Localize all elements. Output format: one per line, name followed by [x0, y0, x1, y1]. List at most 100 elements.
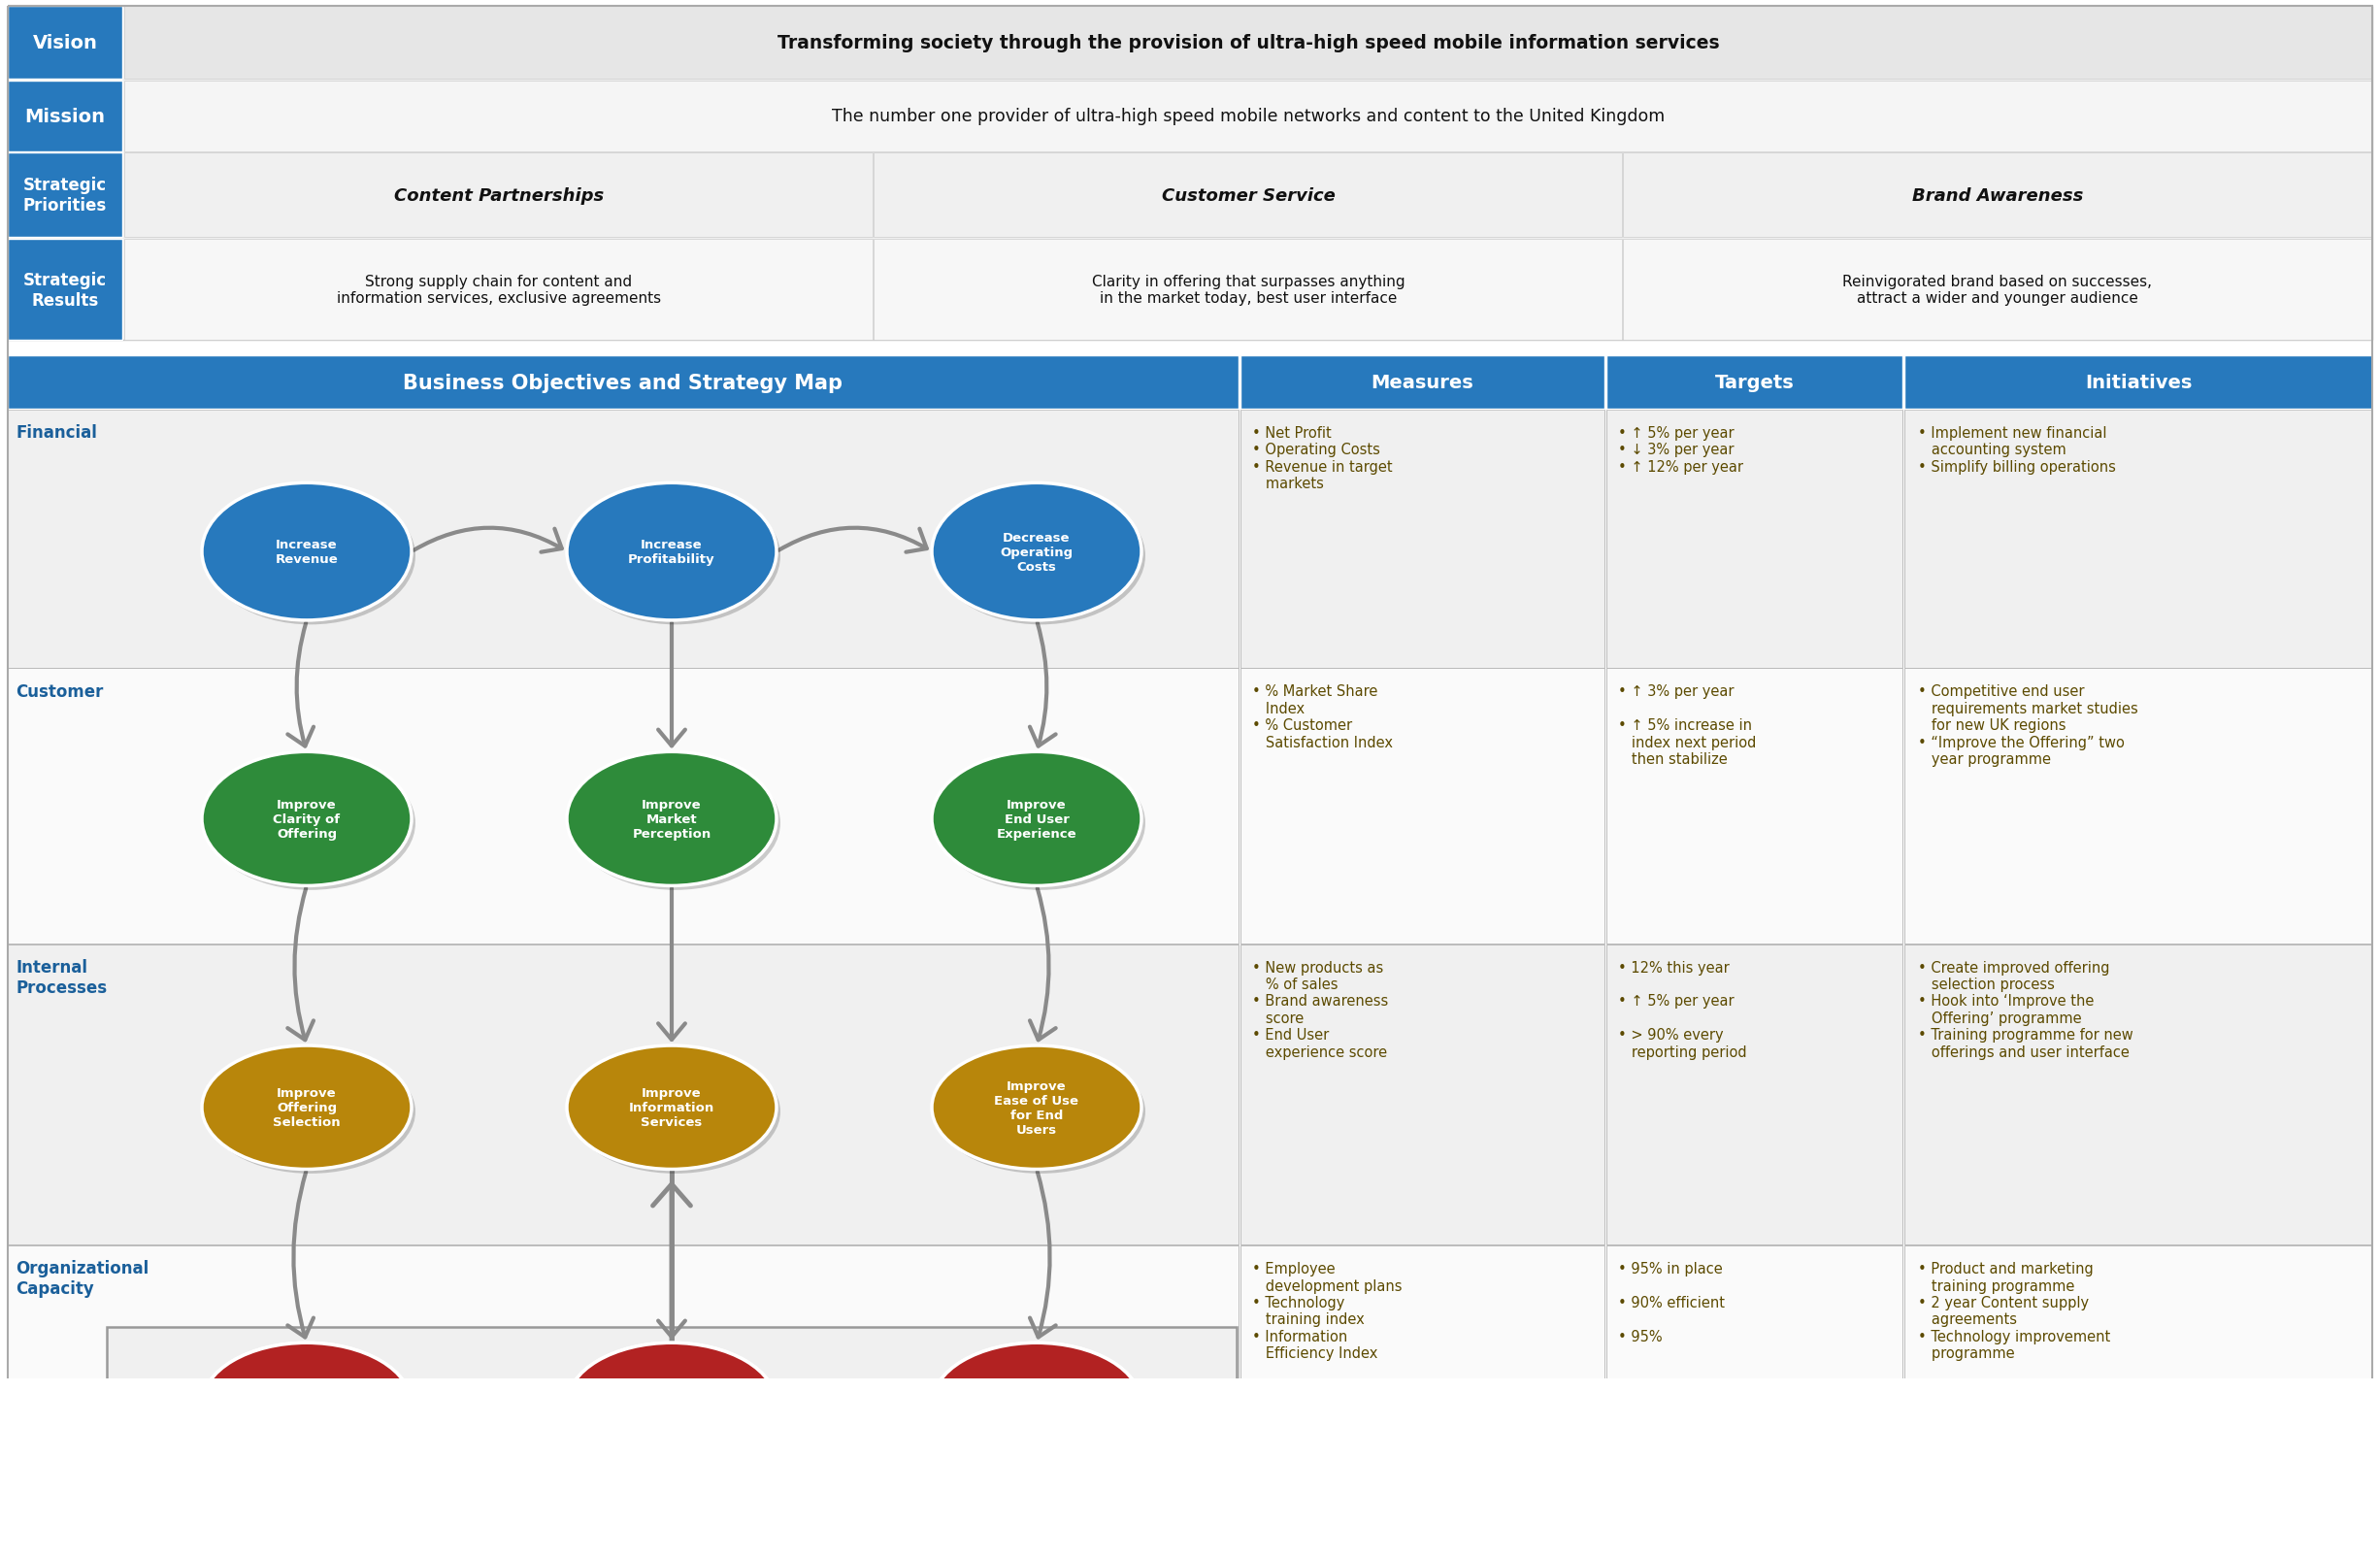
Ellipse shape [933, 483, 1142, 620]
Bar [124, 154, 873, 238]
Text: Mission: Mission [24, 108, 105, 126]
Text: • % Market Share
   Index
• % Customer
   Satisfaction Index: • % Market Share Index • % Customer Sati… [1252, 684, 1392, 749]
Ellipse shape [571, 488, 781, 625]
Ellipse shape [566, 483, 776, 620]
Text: Improve
Content
Supply: Improve Content Supply [643, 1384, 702, 1426]
Text: Increase
Profitability: Increase Profitability [628, 539, 714, 566]
Bar [7, 357, 1238, 410]
Bar [7, 6, 121, 79]
Ellipse shape [571, 1050, 781, 1173]
Text: Improve
End User
Experience: Improve End User Experience [997, 798, 1076, 840]
Ellipse shape [566, 753, 776, 887]
FancyArrowPatch shape [1031, 1172, 1057, 1337]
Ellipse shape [205, 1348, 416, 1471]
Ellipse shape [566, 1045, 776, 1170]
Bar [124, 240, 873, 341]
Text: Content Partnerships: Content Partnerships [395, 187, 605, 204]
Text: Measures: Measures [1371, 374, 1473, 393]
FancyArrowPatch shape [778, 528, 926, 553]
Ellipse shape [933, 1343, 1142, 1466]
Ellipse shape [205, 757, 416, 890]
Bar [1240, 357, 1604, 410]
Bar [1904, 668, 2373, 944]
Ellipse shape [566, 1343, 776, 1466]
Ellipse shape [202, 1045, 412, 1170]
Ellipse shape [571, 1348, 781, 1471]
Bar [1240, 668, 1604, 944]
Text: Internal
Processes: Internal Processes [17, 958, 107, 996]
Text: • Product and marketing
   training programme
• 2 year Content supply
   agreeme: • Product and marketing training program… [1918, 1262, 2111, 1360]
Text: Improve
Offering
Selection: Improve Offering Selection [274, 1087, 340, 1128]
Text: • Employee
   development plans
• Technology
   training index
• Information
   : • Employee development plans • Technolog… [1252, 1262, 1402, 1360]
Bar [124, 6, 2373, 79]
FancyArrowPatch shape [1031, 623, 1057, 746]
FancyArrowPatch shape [1031, 888, 1057, 1041]
Text: Improve
Knowledge
and Skills: Improve Knowledge and Skills [267, 1384, 347, 1426]
Ellipse shape [935, 1348, 1145, 1471]
Text: • ↑ 3% per year

• ↑ 5% increase in
   index next period
   then stabilize: • ↑ 3% per year • ↑ 5% increase in index… [1618, 684, 1756, 767]
Bar [1623, 240, 2370, 341]
Bar [1607, 1246, 1902, 1538]
Text: Targets: Targets [1714, 374, 1795, 393]
FancyArrowPatch shape [288, 623, 314, 746]
Text: Improve
Ease of Use
for End
Users: Improve Ease of Use for End Users [995, 1080, 1078, 1136]
Ellipse shape [566, 1343, 776, 1466]
FancyArrowPatch shape [414, 528, 562, 553]
Ellipse shape [933, 1045, 1142, 1170]
FancyArrowPatch shape [659, 888, 685, 1039]
Text: Decrease
Operating
Costs: Decrease Operating Costs [1000, 531, 1073, 573]
Ellipse shape [202, 753, 412, 887]
Bar [1607, 944, 1902, 1245]
Ellipse shape [205, 1050, 416, 1173]
Text: Reinvigorated brand based on successes,
attract a wider and younger audience: Reinvigorated brand based on successes, … [1842, 274, 2152, 305]
Bar [1607, 357, 1902, 410]
Bar [7, 1552, 2373, 1558]
Text: Financial: Financial [17, 424, 98, 441]
Text: Improve
Technology: Improve Technology [995, 1391, 1078, 1418]
Ellipse shape [205, 488, 416, 625]
Ellipse shape [202, 1343, 412, 1466]
Bar [1904, 357, 2373, 410]
FancyArrowPatch shape [652, 1184, 690, 1351]
Text: Clarity in offering that surpasses anything
in the market today, best user inter: Clarity in offering that surpasses anyth… [1092, 274, 1404, 305]
Bar [7, 240, 121, 341]
Text: Brand Awareness: Brand Awareness [1911, 187, 2082, 204]
Bar [7, 944, 1238, 1245]
FancyArrowPatch shape [288, 1172, 314, 1337]
Ellipse shape [933, 1343, 1142, 1466]
Text: The number one provider of ultra-high speed mobile networks and content to the U: The number one provider of ultra-high sp… [831, 108, 1664, 126]
Text: • New products as
   % of sales
• Brand awareness
   score
• End User
   experie: • New products as % of sales • Brand awa… [1252, 960, 1388, 1059]
Bar [124, 81, 2373, 153]
Text: Increase
Revenue: Increase Revenue [276, 539, 338, 566]
Text: • 12% this year

• ↑ 5% per year

• > 90% every
   reporting period: • 12% this year • ↑ 5% per year • > 90% … [1618, 960, 1747, 1059]
Text: Strategic
Priorities: Strategic Priorities [24, 178, 107, 215]
Ellipse shape [935, 1050, 1145, 1173]
Bar [1240, 1246, 1604, 1538]
Ellipse shape [935, 757, 1145, 890]
Text: Business Objectives and Strategy Map: Business Objectives and Strategy Map [402, 374, 843, 393]
Bar [873, 240, 1621, 341]
Text: Transforming society through the provision of ultra-high speed mobile informatio: Transforming society through the provisi… [778, 34, 1718, 53]
Bar [7, 6, 2373, 341]
Ellipse shape [933, 753, 1142, 887]
Bar [1607, 668, 1902, 944]
Bar [1623, 154, 2370, 238]
Bar [1607, 410, 1902, 668]
Bar [7, 410, 1238, 668]
Text: Improve
Market
Perception: Improve Market Perception [633, 798, 712, 840]
Bar [873, 154, 1621, 238]
Bar [1904, 1246, 2373, 1538]
Ellipse shape [202, 1343, 412, 1466]
Bar [1240, 944, 1604, 1245]
Bar [7, 154, 121, 238]
Text: Customer Service: Customer Service [1161, 187, 1335, 204]
FancyArrowPatch shape [659, 1172, 685, 1337]
Text: • Implement new financial
   accounting system
• Simplify billing operations: • Implement new financial accounting sys… [1918, 425, 2116, 474]
Text: Improve
Content
Supply: Improve Content Supply [643, 1384, 702, 1426]
Text: Customer: Customer [17, 682, 102, 700]
Bar [7, 1246, 1238, 1538]
Text: Strong supply chain for content and
information services, exclusive agreements: Strong supply chain for content and info… [336, 274, 662, 305]
FancyArrowPatch shape [288, 888, 314, 1041]
Ellipse shape [202, 483, 412, 620]
Text: Improve
Information
Services: Improve Information Services [628, 1087, 714, 1128]
